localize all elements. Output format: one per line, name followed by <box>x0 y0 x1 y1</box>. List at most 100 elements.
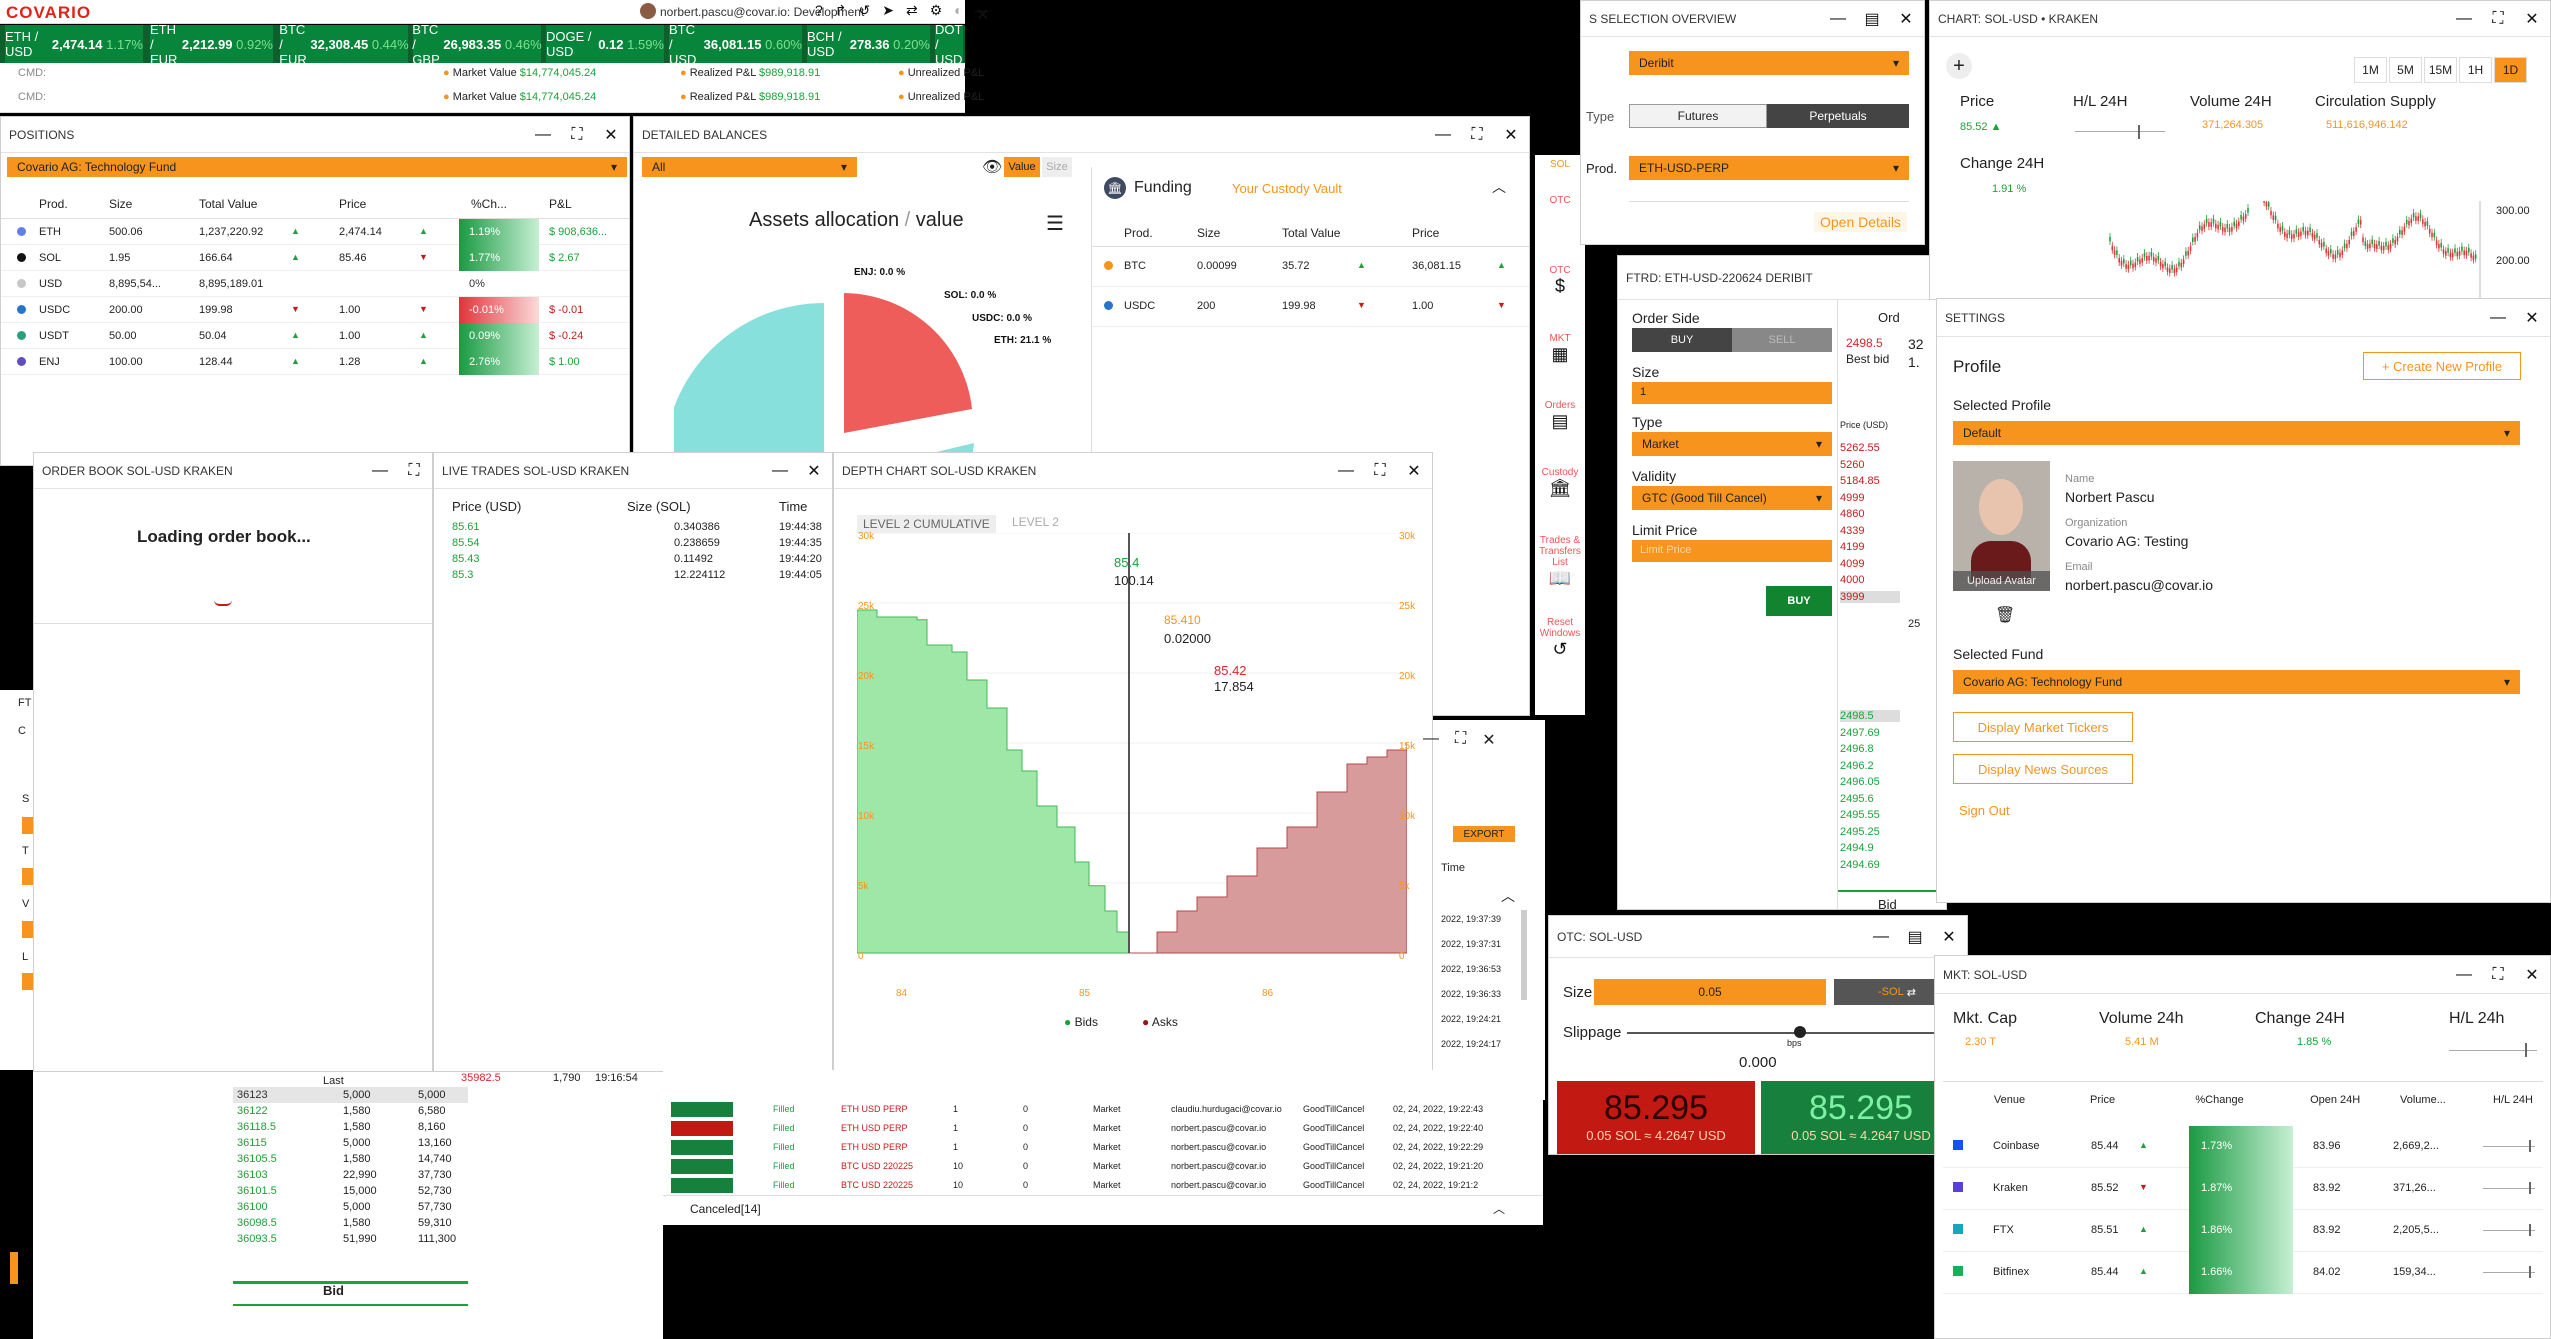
funding-row[interactable]: USDC 200 199.98 ▼ 1.00 ▼ <box>1092 287 1529 327</box>
maximize-icon[interactable]: ⛶ <box>2492 9 2504 27</box>
ask-price[interactable]: 5184.85 <box>1840 475 1880 487</box>
mkt-col[interactable]: H/L 24H <box>2493 1094 2533 1106</box>
minimize-icon[interactable]: — <box>535 125 551 143</box>
maximize-icon[interactable]: ⛶ <box>408 461 420 479</box>
chevron-up-icon[interactable]: ︿ <box>1492 179 1506 195</box>
frag-input-1[interactable] <box>22 817 33 834</box>
close-app-icon[interactable]: ✕ <box>976 7 990 24</box>
bid-price[interactable]: 2494.9 <box>1840 842 1874 854</box>
venue-row[interactable]: Kraken 85.52 ▼ 1.87% 83.92 371,26... <box>1943 1168 2543 1210</box>
frag-input-3[interactable] <box>22 921 33 938</box>
position-row[interactable]: USD 8,895,54... 8,895,189.01 0% <box>1 271 629 297</box>
eye-icon[interactable]: 👁 <box>982 159 1003 176</box>
order-row[interactable]: Filled BTC USD 220225 10 0 Market norbert.pas… <box>663 1176 1543 1195</box>
limit-input[interactable]: Limit Price <box>1632 540 1832 562</box>
bid-row[interactable]: 36118.5 1,580 8,160 <box>233 1119 468 1135</box>
close-icon[interactable]: ✕ <box>604 126 618 144</box>
bid-price[interactable]: 2495.6 <box>1840 792 1874 805</box>
bid-row[interactable]: 36103 22,990 37,730 <box>233 1167 468 1183</box>
order-row[interactable]: Filled ETH USD PERP 1 0 Market norbert.pascu@… <box>663 1119 1543 1138</box>
position-row[interactable]: ETH 500.06 1,237,220.92 ▲ 2,474.14 ▲ 1.19% $ 90… <box>1 219 629 245</box>
add-icon[interactable]: + <box>1946 53 1972 79</box>
avatar[interactable] <box>640 3 656 19</box>
minimize-icon[interactable]: — <box>1830 9 1846 27</box>
slippage-slider[interactable] <box>1627 1032 1957 1034</box>
minimize-icon[interactable]: — <box>1873 927 1889 945</box>
help-icon[interactable]: ? <box>815 2 823 18</box>
mkt-col[interactable]: Volume... <box>2400 1094 2446 1106</box>
create-profile-button[interactable]: + Create New Profile <box>2363 352 2521 380</box>
col-change[interactable]: %Ch... <box>471 197 508 211</box>
col-price[interactable]: Price <box>339 197 367 211</box>
export-button[interactable]: EXPORT <box>1453 826 1515 842</box>
sidebar-trades[interactable]: Trades & Transfers List 📖 <box>1535 535 1585 589</box>
upload-avatar-button[interactable]: Upload Avatar <box>1953 571 2050 591</box>
ticker-7[interactable]: DOT / USD <box>935 22 965 67</box>
ticker-2[interactable]: BTC / EUR 32,308.45 0.44% <box>279 21 410 67</box>
size-input[interactable]: 1 <box>1632 382 1832 404</box>
minimize-icon[interactable]: — <box>2456 965 2472 983</box>
bid-price[interactable]: 2496.8 <box>1840 743 1874 755</box>
bid-price[interactable]: 2498.5 <box>1840 710 1900 722</box>
position-row[interactable]: SOL 1.95 166.64 ▲ 85.46 ▼ 1.77% $ 2.67 <box>1 245 629 271</box>
ask-price[interactable]: 3999 <box>1840 590 1900 603</box>
col-size[interactable]: Size <box>109 197 133 211</box>
trash-icon[interactable]: 🗑 <box>1995 607 2016 624</box>
range-1M[interactable]: 1M <box>2354 57 2387 83</box>
fund-select[interactable]: Covario AG: Technology Fund ▾ <box>7 157 627 177</box>
swap-icon[interactable]: ⇄ <box>906 2 918 18</box>
maximize-icon[interactable]: ⛶ <box>1455 730 1467 747</box>
order-row[interactable]: Filled BTC USD 220225 10 0 Market norbert.pas… <box>663 1157 1543 1176</box>
mkt-col[interactable]: Open 24H <box>2310 1094 2361 1106</box>
validity-select[interactable]: GTC (Good Till Cancel) ▾ <box>1632 486 1832 510</box>
cmd-label[interactable]: CMD: <box>18 91 47 103</box>
share-icon[interactable]: ↱ <box>834 2 847 18</box>
perpetuals-toggle[interactable]: Perpetuals <box>1767 104 1909 128</box>
bid-row[interactable]: 36122 1,580 6,580 <box>233 1103 468 1119</box>
bid-price[interactable]: 2496.05 <box>1840 776 1880 788</box>
chart-menu-icon[interactable]: ☰ <box>1046 213 1064 235</box>
close-icon[interactable]: ✕ <box>1482 732 1496 749</box>
ask-price[interactable]: 4099 <box>1840 557 1865 570</box>
minimize-icon[interactable]: — <box>1338 461 1354 479</box>
vault-link[interactable]: Your Custody Vault <box>1232 181 1342 196</box>
sidebar-mkt[interactable]: MKT ▦ <box>1535 333 1585 365</box>
prod-select[interactable]: ETH-USD-PERP ▾ <box>1629 156 1909 180</box>
minimize-icon[interactable]: — <box>772 461 788 479</box>
size-toggle[interactable]: Size <box>1042 157 1072 177</box>
sidebar-sol[interactable]: SOL <box>1549 159 1570 170</box>
range-1D[interactable]: 1D <box>2494 57 2527 83</box>
slippage-thumb[interactable] <box>1794 1026 1806 1038</box>
position-row[interactable]: USDC 200.00 199.98 ▼ 1.00 ▼ -0.01% $ -0.01 <box>1 297 629 323</box>
history-icon[interactable]: ↺ <box>858 2 871 18</box>
order-row[interactable]: Filled ETH USD PERP 1 0 Market claudiu.hurdug… <box>663 1100 1543 1119</box>
ask-price[interactable]: 5262.55 <box>1840 442 1880 454</box>
bid-price[interactable]: 2497.69 <box>1840 726 1880 739</box>
type-select[interactable]: Market ▾ <box>1632 432 1832 456</box>
bid-price[interactable]: 2495.25 <box>1840 825 1880 838</box>
sidebar-custody[interactable]: Custody 🏛 <box>1535 467 1585 499</box>
close-icon[interactable]: ✕ <box>1942 928 1956 946</box>
legend-asks[interactable]: ● Asks <box>1142 1015 1178 1029</box>
value-toggle[interactable]: Value <box>1004 157 1040 177</box>
order-row[interactable]: Filled ETH USD PERP 1 0 Market norbert.pascu@… <box>663 1138 1543 1157</box>
ticker-4[interactable]: DOGE / USD 0.12 1.59% <box>546 25 666 63</box>
sidebar-reset[interactable]: Reset Windows ↺ <box>1535 617 1585 660</box>
ticker-0[interactable]: ETH / USD 2,474.14 1.17% <box>5 25 145 63</box>
display-news-sources-button[interactable]: Display News Sources <box>1953 754 2133 784</box>
minimize-icon[interactable]: — <box>372 461 388 479</box>
maximize-icon[interactable]: ⛶ <box>2492 965 2504 983</box>
range-15M[interactable]: 15M <box>2424 57 2457 83</box>
close-icon[interactable]: ✕ <box>807 462 821 480</box>
range-1H[interactable]: 1H <box>2459 57 2492 83</box>
venue-row[interactable]: FTX 85.51 ▲ 1.86% 83.92 2,205,5... <box>1943 1210 2543 1252</box>
range-5M[interactable]: 5M <box>2389 57 2422 83</box>
close-icon[interactable]: ✕ <box>2525 966 2539 984</box>
position-row[interactable]: ENJ 100.00 128.44 ▲ 1.28 ▲ 2.76% $ 1.00 <box>1 349 629 375</box>
minimize-icon[interactable]: — <box>1423 730 1439 747</box>
maximize-icon[interactable]: ⛶ <box>1374 461 1386 479</box>
minimize-icon[interactable]: — <box>974 2 989 18</box>
funding-row[interactable]: BTC 0.00099 35.72 ▲ 36,081.15 ▲ <box>1092 247 1529 287</box>
minimize-icon[interactable]: — <box>2456 9 2472 27</box>
close-icon[interactable]: ✕ <box>2525 10 2539 28</box>
